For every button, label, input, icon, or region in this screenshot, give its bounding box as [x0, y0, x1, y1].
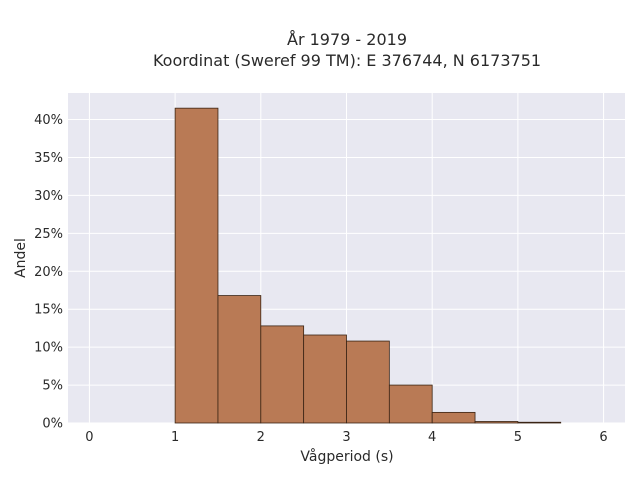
histogram-bar-8: [517, 421, 562, 424]
bars: [174, 107, 562, 424]
y-tick-label-5: 25%: [34, 227, 63, 242]
y-tick-label-1: 5%: [42, 379, 63, 394]
y-axis-label: Andel: [13, 238, 29, 278]
x-tick-label-6: 6: [599, 430, 607, 445]
y-tick-label-6: 30%: [34, 189, 63, 204]
histogram-bar-1: [217, 295, 262, 424]
histogram-bar-5: [388, 384, 433, 424]
x-tick-label-5: 5: [514, 430, 522, 445]
x-axis-label: Vågperiod (s): [300, 448, 393, 465]
chart-subtitle: Koordinat (Sweref 99 TM): E 376744, N 61…: [153, 51, 541, 70]
x-tick-label-1: 1: [171, 430, 179, 445]
histogram-bar-7: [474, 421, 519, 424]
chart-title: År 1979 - 2019: [287, 30, 407, 49]
histogram-bar-6: [431, 411, 476, 424]
x-tick-label-4: 4: [428, 430, 436, 445]
y-tick-label-8: 40%: [34, 113, 63, 128]
histogram-bar-0: [174, 107, 219, 424]
x-tick-label-3: 3: [342, 430, 350, 445]
x-axis-ticks: 0 1 2 3 4 5 6: [85, 430, 607, 445]
y-axis-ticks: 0% 5% 10% 15% 20% 25% 30% 35% 40%: [34, 113, 63, 431]
y-tick-label-2: 10%: [34, 341, 63, 356]
y-tick-label-4: 20%: [34, 265, 63, 280]
histogram-bar-2: [260, 325, 305, 424]
x-tick-label-2: 2: [257, 430, 265, 445]
y-tick-label-7: 35%: [34, 151, 63, 166]
histogram-bar-3: [303, 334, 347, 424]
y-tick-label-0: 0%: [42, 417, 63, 432]
x-tick-label-0: 0: [85, 430, 93, 445]
y-tick-label-3: 15%: [34, 303, 63, 318]
histogram-bar-4: [346, 340, 390, 424]
